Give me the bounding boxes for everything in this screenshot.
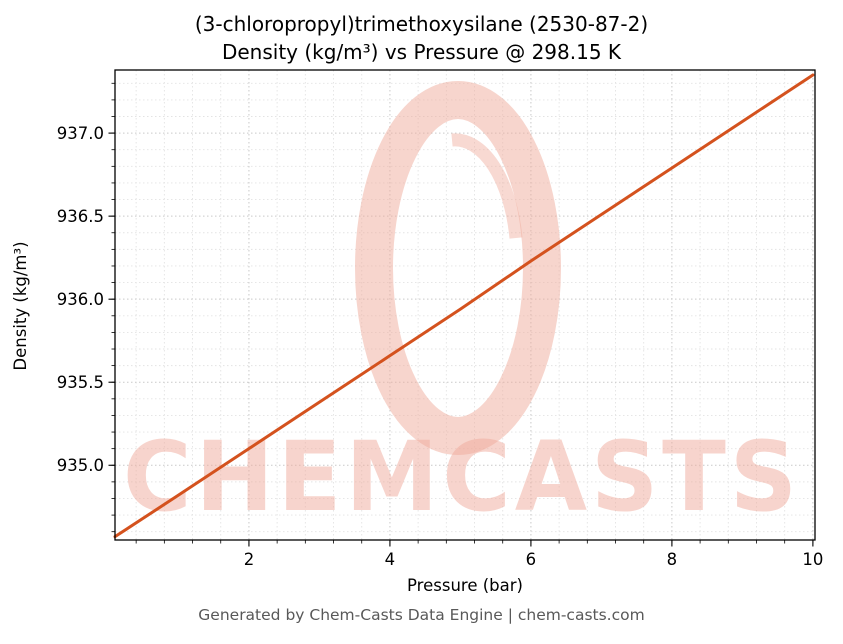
svg-text:10: 10: [802, 550, 823, 569]
y-axis-label: Density (kg/m³): [11, 241, 30, 371]
density-line: [113, 73, 815, 539]
svg-text:937.0: 937.0: [57, 124, 104, 143]
svg-text:936.0: 936.0: [57, 290, 104, 309]
svg-text:936.5: 936.5: [57, 207, 104, 226]
watermark-swirl-icon: [451, 133, 523, 239]
grid-lines: [115, 70, 815, 540]
footer-attribution: Generated by Chem-Casts Data Engine | ch…: [198, 606, 645, 624]
chart-title-line-2: Density (kg/m³) vs Pressure @ 298.15 K: [221, 40, 622, 64]
watermark-ring-icon: [355, 81, 561, 455]
axes-ticks-and-labels: 2 4 6 8 10 935.0 935.5 936.0 936.5 937.0: [57, 69, 823, 569]
svg-text:4: 4: [385, 550, 396, 569]
svg-text:935.5: 935.5: [57, 373, 104, 392]
chart-title-line-1: (3-chloropropyl)trimethoxysilane (2530-8…: [194, 12, 649, 36]
svg-text:935.0: 935.0: [57, 456, 104, 475]
x-axis-label: Pressure (bar): [407, 576, 523, 595]
svg-text:8: 8: [667, 550, 678, 569]
watermark: CHEMCASTS: [123, 81, 801, 533]
svg-text:2: 2: [244, 550, 255, 569]
watermark-text: CHEMCASTS: [123, 421, 801, 533]
svg-text:6: 6: [526, 550, 537, 569]
data-series: [113, 73, 815, 539]
